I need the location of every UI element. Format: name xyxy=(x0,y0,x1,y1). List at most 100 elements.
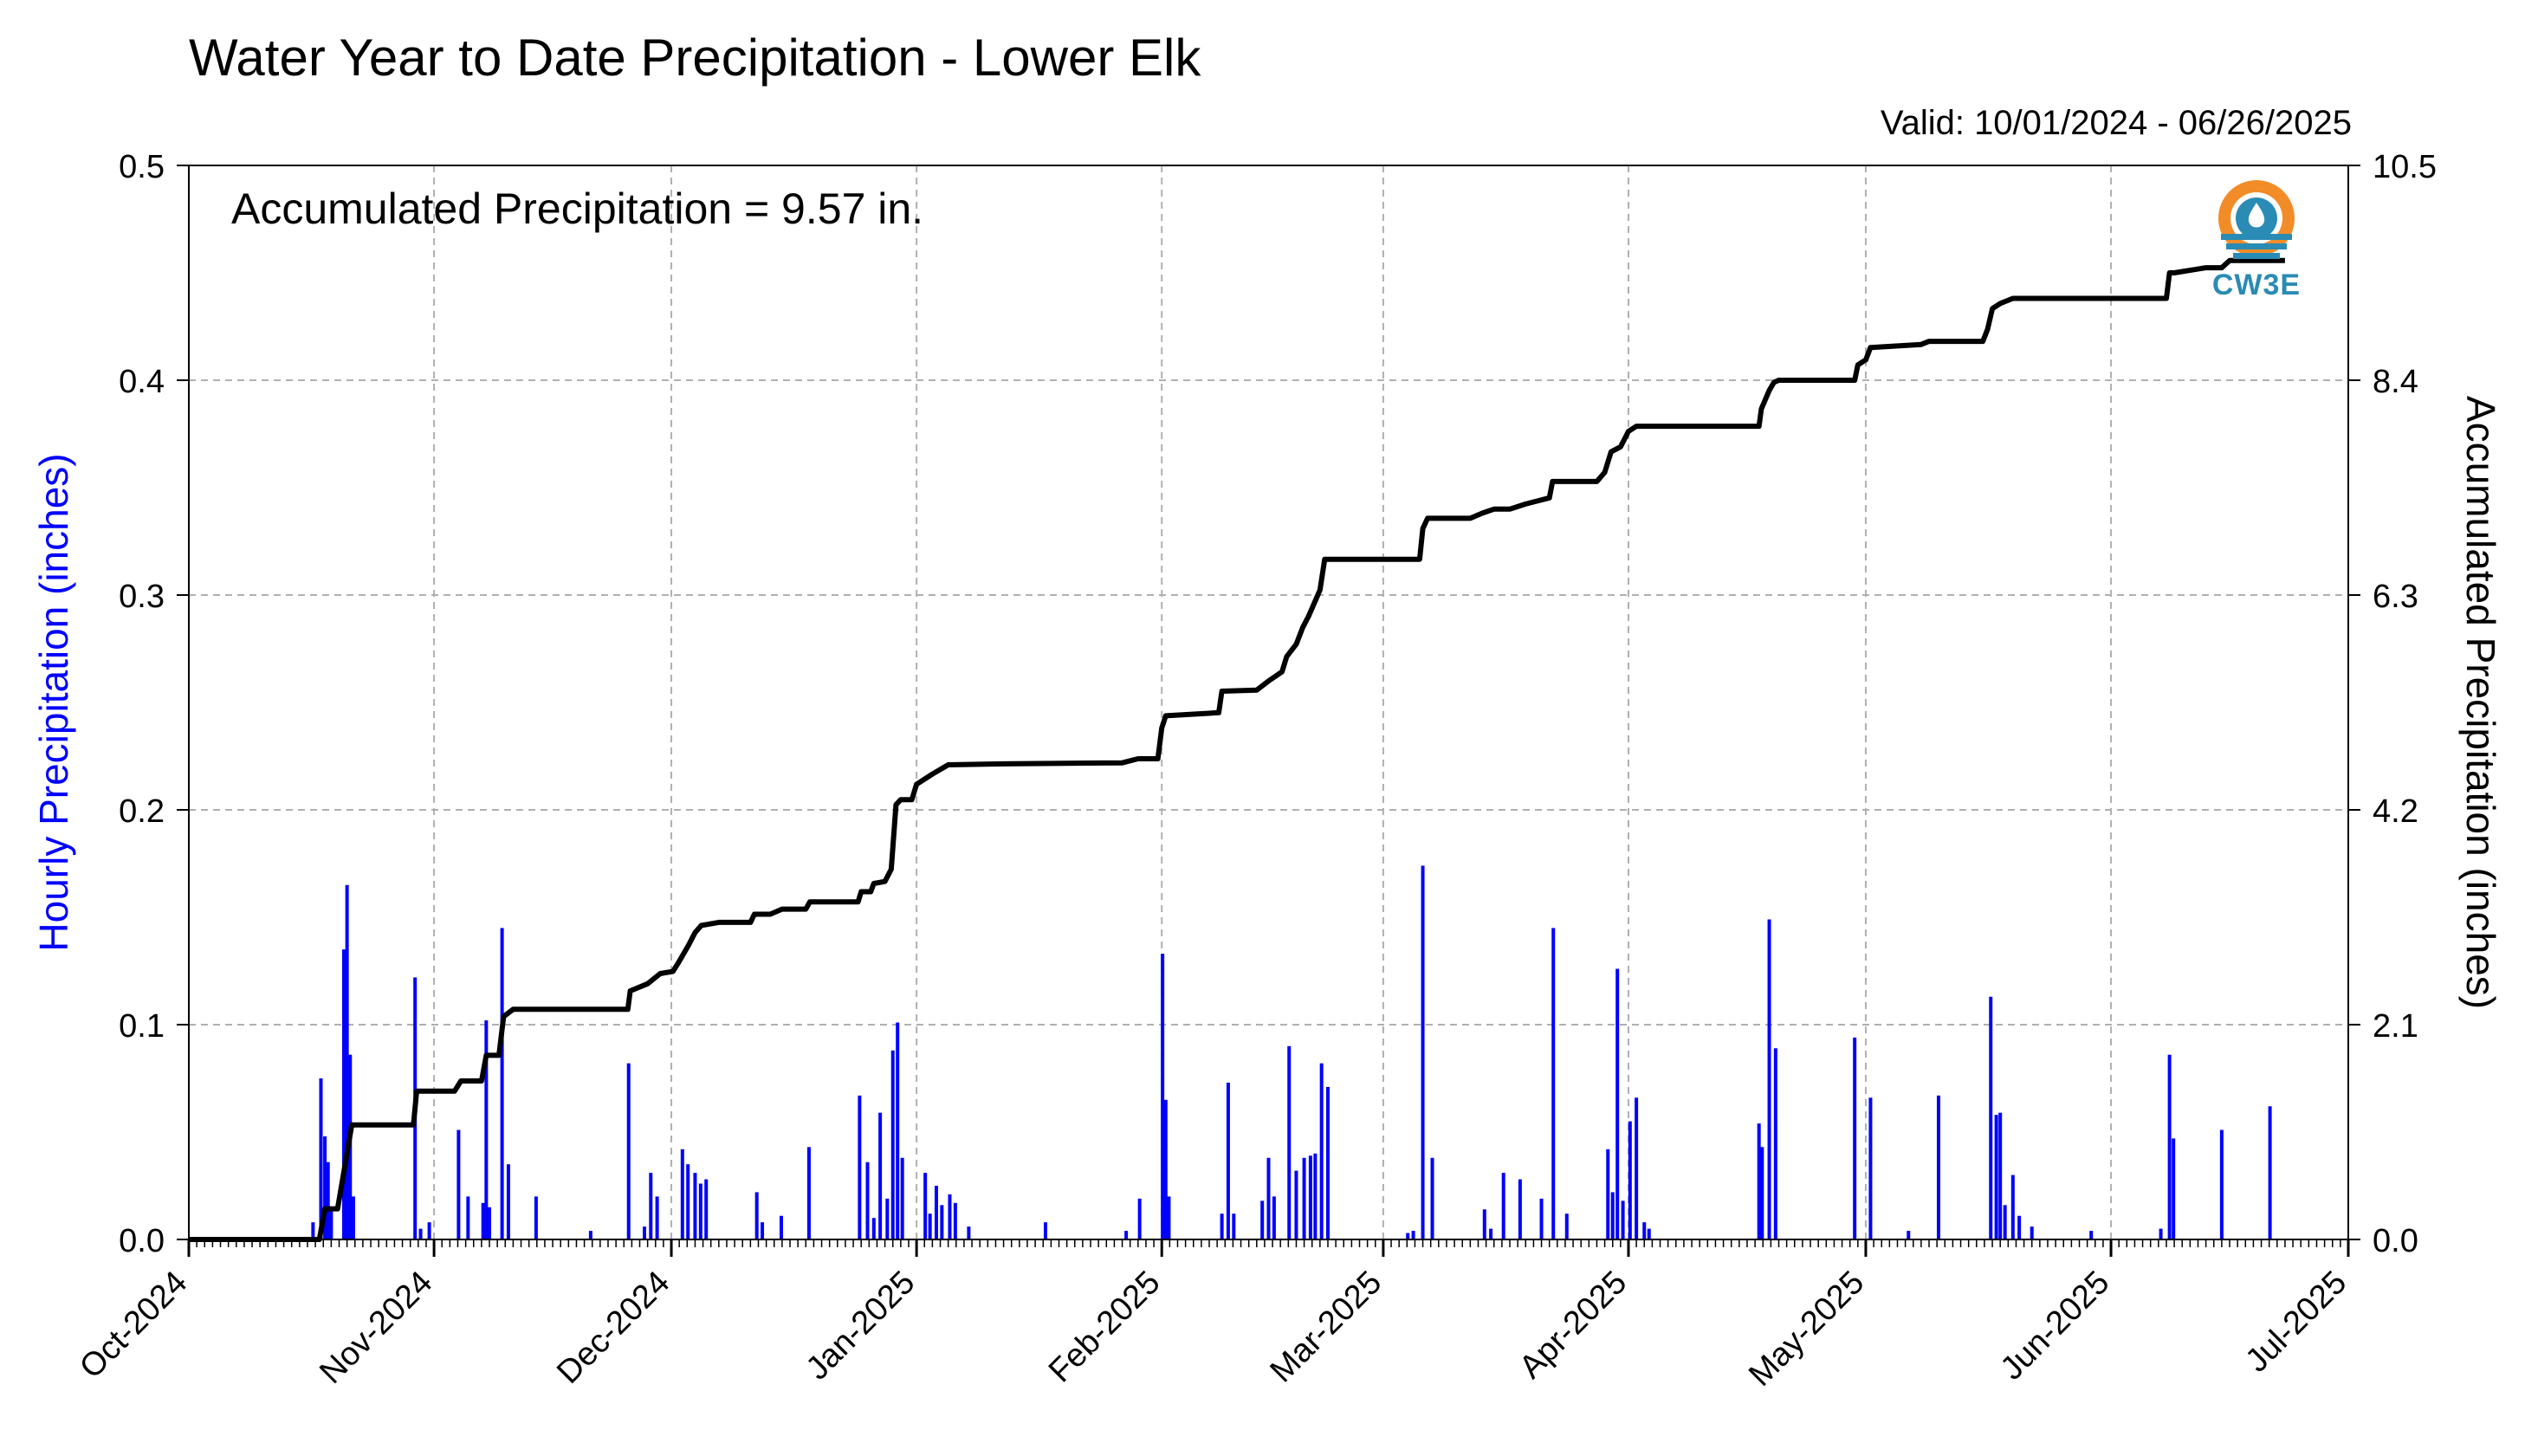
hourly-precip-bar xyxy=(890,1050,895,1239)
y-axis-left-label: Hourly Precipitation (inches) xyxy=(31,453,76,951)
hourly-precip-bar xyxy=(2089,1231,2094,1239)
hourly-precip-bar xyxy=(1501,1173,1505,1239)
hourly-precip-bar xyxy=(1994,1115,1998,1239)
y-right-tick-label: 6.3 xyxy=(2373,579,2418,615)
hourly-precip-bar xyxy=(761,1222,765,1239)
hourly-precip-bar xyxy=(1564,1213,1569,1239)
hourly-precip-bar xyxy=(534,1196,538,1239)
hourly-precip-bar xyxy=(1302,1157,1306,1239)
hourly-precip-bar xyxy=(1773,1048,1777,1239)
hourly-precip-bar xyxy=(900,1157,904,1239)
hourly-precip-bar xyxy=(896,1022,900,1239)
y-left-tick-label: 0.4 xyxy=(119,364,165,400)
accumulated-line xyxy=(189,257,2285,1242)
hourly-precip-bar xyxy=(948,1194,952,1239)
hourly-precip-bar xyxy=(1853,1037,1857,1239)
hourly-precip-bar xyxy=(2017,1215,2022,1239)
hourly-precip-bar xyxy=(341,949,346,1239)
hourly-precip-bar xyxy=(871,1218,876,1239)
x-tick-label: Dec-2024 xyxy=(550,1265,677,1391)
hourly-precip-bar xyxy=(865,1162,870,1239)
hourly-precip-bar xyxy=(642,1226,646,1239)
hourly-precip-bar xyxy=(311,1222,315,1239)
hourly-precip-bar xyxy=(1043,1222,1047,1239)
hourly-precip-bar xyxy=(1642,1222,1647,1239)
hourly-precip-bar xyxy=(1989,996,1993,1239)
hourly-precip-bar xyxy=(1539,1198,1544,1239)
x-tick-label: Jul-2025 xyxy=(2239,1265,2354,1380)
hourly-precip-bar xyxy=(779,1215,783,1239)
hourly-precip-bar xyxy=(326,1162,330,1239)
hourly-precip-bar xyxy=(1868,1097,1873,1239)
hourly-precip-bar xyxy=(2030,1226,2034,1239)
hourly-precip-bar xyxy=(1430,1157,1434,1239)
hourly-precip-bar xyxy=(466,1196,470,1239)
hourly-precip-bar xyxy=(1767,919,1771,1239)
hourly-precip-bar xyxy=(323,1136,327,1239)
y-left-tick-label: 0.1 xyxy=(119,1008,165,1045)
hourly-precip-bar xyxy=(1615,968,1620,1239)
hourly-precip-bar xyxy=(418,1228,423,1239)
hourly-precip-bar xyxy=(1606,1149,1610,1239)
chart-title: Water Year to Date Precipitation - Lower… xyxy=(189,29,1201,87)
hourly-precip-bar xyxy=(1137,1198,1142,1239)
x-tick-label: Oct-2024 xyxy=(73,1265,194,1386)
hourly-precip-bar xyxy=(319,1078,323,1239)
y-right-tick-label: 8.4 xyxy=(2373,364,2418,400)
hourly-precip-bar xyxy=(1621,1200,1625,1239)
plot-frame xyxy=(188,165,2349,1240)
x-tick-label: Jun-2025 xyxy=(1994,1265,2117,1388)
hourly-precip-bar xyxy=(2167,1054,2172,1239)
hourly-precip-bar xyxy=(934,1186,938,1239)
x-tick-label: Apr-2025 xyxy=(1512,1265,1634,1386)
hourly-precip-bar xyxy=(2172,1138,2176,1239)
hourly-precip-bar xyxy=(345,884,349,1239)
x-tick-label: Feb-2025 xyxy=(1042,1265,1168,1390)
hourly-precip-bar xyxy=(506,1164,510,1239)
valid-date-range: Valid: 10/01/2024 - 06/26/2025 xyxy=(1880,104,2352,142)
hourly-precip-bar xyxy=(885,1198,890,1239)
hourly-precip-bar xyxy=(1998,1112,2003,1239)
hourly-precip-bar xyxy=(427,1222,431,1239)
hourly-precip-bar xyxy=(1124,1231,1129,1239)
hourly-precip-bar xyxy=(940,1205,944,1239)
cw3e-logo-text: CW3E xyxy=(2211,269,2302,301)
hourly-precip-bar xyxy=(754,1192,759,1239)
y-axis-right-label: Accumulated Precipitation (inches) xyxy=(2458,396,2503,1009)
hourly-precip-bar xyxy=(351,1196,355,1239)
hourly-precip-bar xyxy=(806,1147,811,1239)
hourly-bars xyxy=(311,865,2272,1239)
hourly-precip-bar xyxy=(1421,865,1425,1239)
hourly-precip-bar xyxy=(1610,1192,1615,1239)
hourly-precip-bar xyxy=(1635,1097,1639,1239)
y-right-tick-label: 4.2 xyxy=(2373,793,2418,830)
hourly-precip-bar xyxy=(1163,1099,1168,1239)
hourly-precip-bar xyxy=(329,1207,333,1239)
hourly-precip-bar xyxy=(2003,1205,2007,1239)
hourly-precip-bar xyxy=(1489,1228,1493,1239)
hourly-precip-bar xyxy=(1161,954,1165,1239)
hourly-precip-bar xyxy=(967,1226,971,1239)
hourly-precip-bar xyxy=(1325,1086,1330,1239)
hourly-precip-bar xyxy=(1406,1233,1410,1239)
hourly-precip-bar xyxy=(878,1112,883,1239)
hourly-precip-bar xyxy=(1266,1157,1271,1239)
hourly-precip-bar xyxy=(484,1020,489,1239)
y-right-tick-label: 0.0 xyxy=(2373,1223,2418,1259)
hourly-precip-bar xyxy=(2219,1129,2224,1239)
hourly-precip-bar xyxy=(1757,1123,1761,1239)
hourly-precip-bar xyxy=(953,1202,957,1239)
axis-ticks: 0.0 0.0 0.1 2.1 0.2 4.2 0.3 6.3 0.4 8.4 0.5 10.5 Oct… xyxy=(73,149,2437,1394)
y-left-tick-label: 0.5 xyxy=(119,149,165,185)
accumulated-total-annotation: Accumulated Precipitation = 9.57 in. xyxy=(231,184,924,233)
hourly-precip-bar xyxy=(858,1095,862,1239)
hourly-precip-bar xyxy=(1232,1213,1236,1239)
hourly-precip-bar xyxy=(1907,1231,1911,1239)
hourly-precip-bar xyxy=(2010,1175,2015,1239)
hourly-precip-bar xyxy=(1647,1228,1651,1239)
hourly-precip-bar xyxy=(1294,1170,1298,1239)
hourly-precip-bar xyxy=(1260,1200,1265,1239)
x-tick-label: Jan-2025 xyxy=(800,1265,923,1388)
hourly-precip-bar xyxy=(698,1183,702,1239)
hourly-precip-bar xyxy=(686,1164,690,1239)
